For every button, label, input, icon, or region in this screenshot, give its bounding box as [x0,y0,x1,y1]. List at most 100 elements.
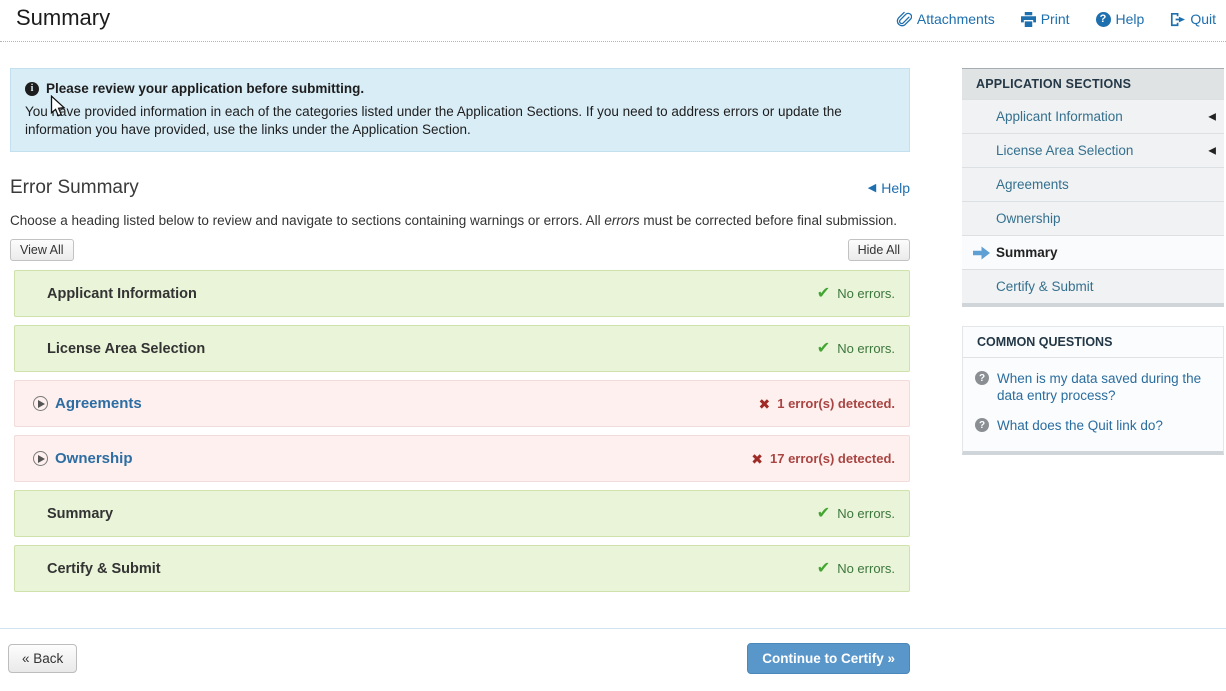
question-label: What does the Quit link do? [997,418,1163,433]
sidebar-item-label: Ownership [996,211,1061,226]
check-icon: ✔ [816,339,831,357]
help-circle-icon: ? [1095,11,1111,27]
question-link-data-saved[interactable]: ? When is my data saved during the data … [975,370,1211,404]
notice-body: You have provided information in each of… [25,104,842,137]
error-summary-help-link[interactable]: ◀ Help [868,180,910,196]
error-summary-instructions: Choose a heading listed below to review … [10,213,910,228]
sidebar-item-label: Certify & Submit [996,279,1094,294]
attachments-link[interactable]: Attachments [896,11,995,27]
error-summary-row-agreements[interactable]: Agreements ✖ 1 error(s) detected. [14,380,910,427]
instructions-before: Choose a heading listed below to review … [10,213,605,228]
error-x-icon: ✖ [751,450,763,467]
back-button[interactable]: « Back [8,644,78,673]
error-summary-heading: Error Summary [10,177,139,198]
sidebar-item-certify-submit[interactable]: Certify & Submit [962,269,1224,303]
row-status: ✔ No errors. [816,284,895,302]
sidebar-item-applicant-information[interactable]: Applicant Information ◀ [962,99,1224,133]
row-status: ✔ No errors. [816,504,895,522]
instructions-after: must be corrected before final submissio… [639,213,897,228]
hide-all-button[interactable]: Hide All [847,239,910,261]
row-left: Agreements [33,395,142,412]
error-summary-rows: Applicant Information ✔ No errors. Licen… [10,270,910,592]
print-label: Print [1040,11,1070,27]
paperclip-icon [896,11,912,27]
sidebar-item-agreements[interactable]: Agreements [962,167,1224,201]
error-summary-row-ownership[interactable]: Ownership ✖ 17 error(s) detected. [14,435,910,482]
common-questions-box: COMMON QUESTIONS ? When is my data saved… [962,326,1224,455]
continue-to-certify-button[interactable]: Continue to Certify » [747,643,910,674]
status-text: 1 error(s) detected. [777,396,895,411]
error-summary-toolbar: View All Hide All [10,239,910,261]
sidebar-item-label: Applicant Information [996,109,1123,124]
application-sections-title: APPLICATION SECTIONS [962,68,1224,99]
view-all-button[interactable]: View All [10,239,74,261]
question-link-quit[interactable]: ? What does the Quit link do? [975,417,1211,434]
row-label: Applicant Information [47,285,197,302]
sidebar-item-label: Agreements [996,177,1069,192]
question-label: When is my data saved during the data en… [997,371,1202,403]
error-summary-row-license-area-selection[interactable]: License Area Selection ✔ No errors. [14,325,910,372]
error-summary-row-summary[interactable]: Summary ✔ No errors. [14,490,910,537]
common-questions-title: COMMON QUESTIONS [963,327,1223,358]
sidebar: APPLICATION SECTIONS Applicant Informati… [962,68,1224,455]
top-bar: Summary Attachments Print ? Help [0,0,1226,42]
help-label-top: Help [1115,11,1145,27]
sidebar-item-license-area-selection[interactable]: License Area Selection ◀ [962,133,1224,167]
sidebar-item-label: Summary [996,245,1058,260]
help-link-top[interactable]: ? Help [1095,11,1145,27]
status-text: No errors. [837,506,895,521]
error-summary-row-applicant-information[interactable]: Applicant Information ✔ No errors. [14,270,910,317]
sidebar-item-label: License Area Selection [996,143,1134,158]
status-text: 17 error(s) detected. [770,451,895,466]
row-label: License Area Selection [47,340,206,357]
check-icon: ✔ [816,504,831,522]
instructions-emphasis: errors [604,213,640,228]
print-link[interactable]: Print [1020,11,1070,27]
attachments-label: Attachments [916,11,995,27]
help-arrow-icon: ◀ [867,181,877,194]
row-status: ✖ 17 error(s) detected. [751,451,895,466]
agreements-link[interactable]: Agreements [55,395,142,412]
row-label: Certify & Submit [47,560,161,577]
quit-label: Quit [1190,11,1216,27]
application-sections-box: APPLICATION SECTIONS Applicant Informati… [962,68,1224,307]
page-title: Summary [16,5,111,30]
check-icon: ✔ [816,284,831,302]
review-notice: i Please review your application before … [10,68,910,152]
notice-title: i Please review your application before … [25,81,895,96]
sidebar-item-ownership[interactable]: Ownership [962,201,1224,235]
sidebar-item-summary[interactable]: Summary [962,235,1224,269]
printer-icon [1020,11,1036,27]
current-section-arrow-icon [973,246,990,259]
error-summary-row-certify-submit[interactable]: Certify & Submit ✔ No errors. [14,545,910,592]
status-text: No errors. [837,341,895,356]
application-sections-list: Applicant Information ◀ License Area Sel… [962,99,1224,303]
status-text: No errors. [837,561,895,576]
error-summary-header: Error Summary ◀ Help [10,177,910,199]
row-left: Ownership [33,450,133,467]
row-status: ✔ No errors. [816,339,895,357]
common-questions-list: ? When is my data saved during the data … [963,358,1223,451]
error-x-icon: ✖ [758,395,771,412]
quit-icon [1170,12,1186,27]
check-icon: ✔ [816,559,831,577]
footer-divider [0,628,1226,629]
notice-title-text: Please review your application before su… [46,81,365,96]
collapse-marker-icon: ◀ [1208,145,1216,156]
help-link-label: Help [881,180,910,196]
row-label: Summary [47,505,114,522]
row-status: ✖ 1 error(s) detected. [759,396,896,411]
row-status: ✔ No errors. [816,559,895,577]
expand-icon[interactable] [33,451,48,466]
expand-icon[interactable] [33,396,48,411]
footer-buttons: « Back Continue to Certify » [8,643,910,674]
info-icon: i [25,81,39,96]
top-links: Attachments Print ? Help Quit [896,11,1216,27]
ownership-link[interactable]: Ownership [55,450,133,467]
main-content: i Please review your application before … [10,68,910,600]
quit-link[interactable]: Quit [1170,11,1216,27]
question-icon: ? [975,418,989,432]
question-icon: ? [975,371,989,385]
collapse-marker-icon: ◀ [1208,111,1216,122]
